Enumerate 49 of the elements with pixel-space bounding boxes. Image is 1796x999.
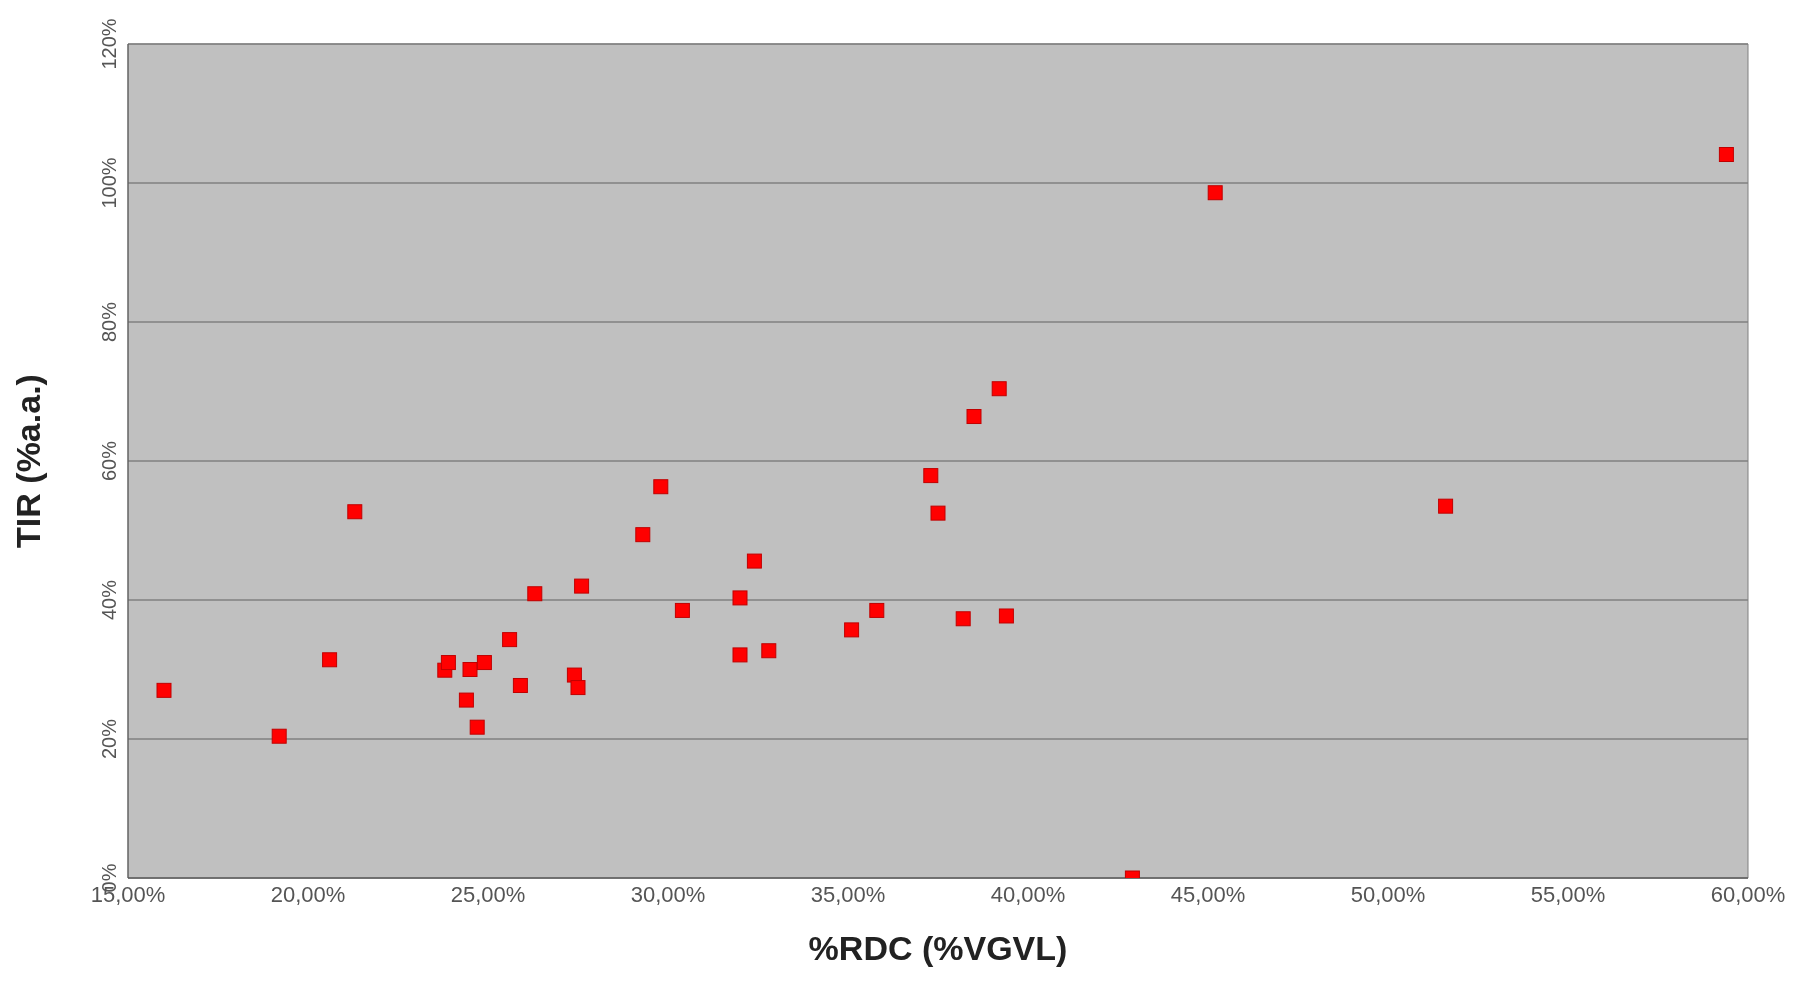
x-tick-label: 20,00% bbox=[270, 881, 346, 907]
point bbox=[991, 381, 1007, 397]
point bbox=[1207, 185, 1223, 201]
y-tick-label: 20% bbox=[98, 718, 120, 760]
point bbox=[732, 590, 748, 606]
point bbox=[156, 682, 172, 698]
y-tick-label: 120% bbox=[98, 18, 120, 70]
point bbox=[440, 655, 456, 671]
y-axis-title: TIR (%a.a.) bbox=[9, 374, 48, 548]
y-tick-label: 100% bbox=[98, 157, 120, 209]
point bbox=[674, 602, 690, 618]
y-tick-label: 60% bbox=[98, 440, 120, 482]
point bbox=[271, 728, 287, 744]
point bbox=[653, 479, 669, 495]
point bbox=[930, 505, 946, 521]
point bbox=[966, 409, 982, 425]
x-tick-label: 45,00% bbox=[1170, 881, 1246, 907]
x-tick-label: 55,00% bbox=[1530, 881, 1606, 907]
point bbox=[347, 504, 363, 520]
point bbox=[869, 602, 885, 618]
point bbox=[732, 647, 748, 663]
x-tick-label: 30,00% bbox=[630, 881, 706, 907]
x-axis-title: %RDC (%VGVL) bbox=[808, 929, 1068, 967]
point bbox=[998, 608, 1014, 624]
point bbox=[476, 655, 492, 671]
point bbox=[1718, 147, 1734, 163]
point bbox=[923, 468, 939, 484]
x-tick-label: 40,00% bbox=[990, 881, 1066, 907]
x-tick-label: 50,00% bbox=[1350, 881, 1426, 907]
point bbox=[512, 677, 528, 693]
point bbox=[635, 527, 651, 543]
point bbox=[462, 662, 478, 677]
point bbox=[469, 719, 485, 735]
point bbox=[1438, 498, 1454, 514]
point bbox=[458, 692, 474, 708]
point bbox=[527, 586, 543, 602]
point bbox=[502, 632, 518, 648]
x-tick-label: 35,00% bbox=[810, 881, 886, 907]
point bbox=[955, 611, 971, 627]
point bbox=[322, 652, 338, 668]
point bbox=[844, 622, 860, 638]
y-tick-label: 80% bbox=[98, 301, 120, 343]
y-tick-label: 40% bbox=[98, 579, 120, 621]
x-tick-label: 60,00% bbox=[1710, 881, 1786, 907]
point bbox=[570, 680, 586, 696]
point bbox=[574, 578, 590, 594]
point bbox=[746, 553, 762, 569]
x-tick-label: 25,00% bbox=[450, 881, 526, 907]
point bbox=[761, 643, 777, 659]
